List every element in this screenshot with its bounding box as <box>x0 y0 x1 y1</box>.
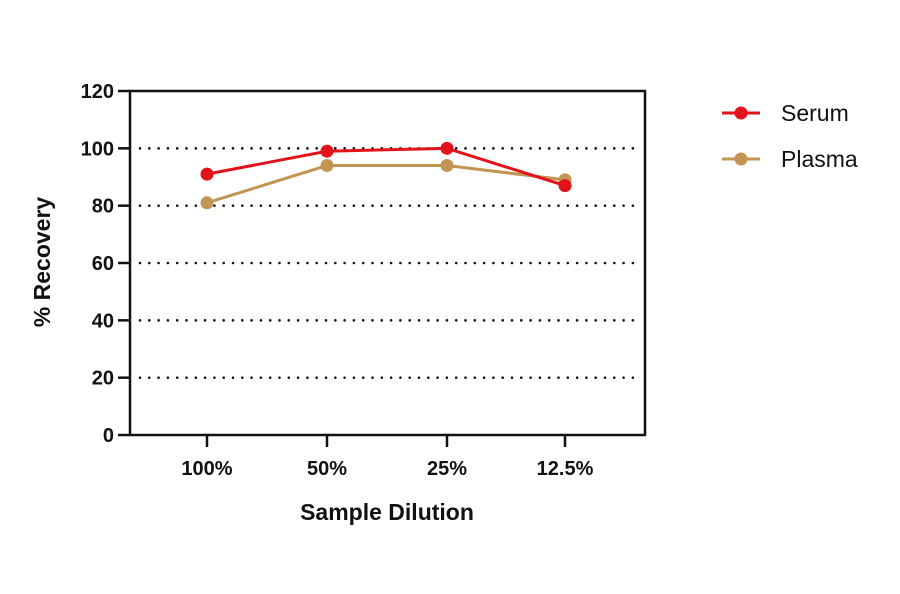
legend-label: Plasma <box>781 146 858 172</box>
x-tick-label: 50% <box>307 458 347 480</box>
y-tick-label: 80 <box>92 196 114 218</box>
data-point <box>320 159 334 173</box>
y-axis-title: % Recovery <box>29 197 55 328</box>
y-tick-label: 120 <box>81 81 114 103</box>
data-point <box>440 141 454 155</box>
legend-item-plasma: Plasma <box>722 146 858 172</box>
x-axis-ticks: 100% 50% 25% 12.5% <box>181 435 594 480</box>
x-tick-label: 100% <box>181 458 232 480</box>
series-line <box>206 146 566 188</box>
y-tick-label: 0 <box>103 425 114 447</box>
y-tick-label: 40 <box>92 310 114 332</box>
data-series <box>200 141 572 210</box>
data-point <box>558 179 572 193</box>
data-point <box>320 144 334 158</box>
data-point <box>200 167 214 181</box>
x-axis-title: Sample Dilution <box>300 499 474 525</box>
series-plasma <box>200 159 572 210</box>
x-tick-label: 12.5% <box>537 458 594 480</box>
data-point <box>440 159 454 173</box>
y-tick-label: 60 <box>92 253 114 275</box>
y-axis-ticks: 0 20 40 60 80 100 120 <box>81 81 130 447</box>
legend-marker-icon <box>734 106 748 120</box>
legend-marker-icon <box>734 152 748 166</box>
series-serum <box>200 141 572 193</box>
y-tick-label: 100 <box>81 138 114 160</box>
data-point <box>200 196 214 210</box>
x-tick-label: 25% <box>427 458 467 480</box>
legend-label: Serum <box>781 100 849 126</box>
y-tick-label: 20 <box>92 368 114 390</box>
series-line <box>206 164 566 205</box>
legend: Serum Plasma <box>722 100 858 172</box>
legend-item-serum: Serum <box>722 100 849 126</box>
